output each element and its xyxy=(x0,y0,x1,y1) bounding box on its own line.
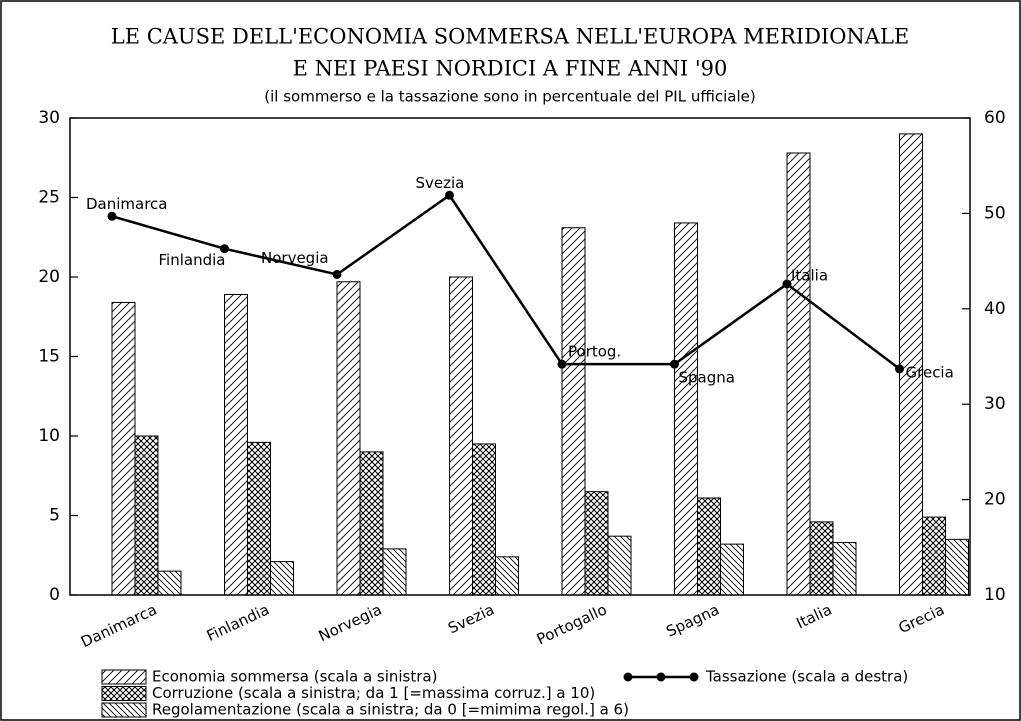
x-tick-label: Finlandia xyxy=(204,600,272,645)
point-label: Svezia xyxy=(416,174,465,192)
x-tick-label: Portogallo xyxy=(534,600,610,648)
point xyxy=(332,269,342,279)
bar xyxy=(674,222,698,596)
y2-tick-label: 20 xyxy=(984,490,1006,510)
point-label: Norvegia xyxy=(261,249,329,267)
y2-tick-label: 40 xyxy=(984,299,1006,319)
y2-tick-label: 30 xyxy=(984,394,1006,414)
x-tick-label: Danimarca xyxy=(78,600,159,651)
bar xyxy=(247,441,271,596)
y-tick-label: 30 xyxy=(38,108,60,128)
bar xyxy=(720,543,744,596)
y-tick-label: 15 xyxy=(38,347,60,367)
point-label: Portog. xyxy=(568,343,621,361)
legend-point xyxy=(689,672,699,682)
plot-frame xyxy=(69,117,971,596)
y-tick-label: 25 xyxy=(38,188,60,208)
bar xyxy=(945,538,969,596)
bar xyxy=(561,227,586,596)
legend-label: Economia sommersa (scala a sinistra) xyxy=(152,668,437,686)
chart-subtitle: (il sommerso e la tassazione sono in per… xyxy=(264,88,755,106)
point xyxy=(445,190,454,200)
chart-title: LE CAUSE DELL'ECONOMIA SOMMERSA NELL'EUR… xyxy=(111,25,910,49)
bar xyxy=(134,435,159,596)
x-tick-label: Italia xyxy=(793,600,834,632)
point-label: Grecia xyxy=(906,363,954,381)
point-label: Italia xyxy=(791,266,828,284)
bar xyxy=(449,276,473,596)
y2-tick-label: 10 xyxy=(984,585,1006,605)
bar xyxy=(382,548,407,596)
x-tick-label: Norvegia xyxy=(316,600,385,645)
y-tick-label: 5 xyxy=(49,506,60,526)
bar xyxy=(472,443,496,596)
legend-label: Tassazione (scala a destra) xyxy=(705,668,908,686)
y-tick-label: 10 xyxy=(38,426,60,446)
point xyxy=(220,244,229,254)
point-label: Danimarca xyxy=(86,195,168,213)
legend-swatch xyxy=(101,686,147,701)
legend-point xyxy=(656,672,666,682)
y-tick-label: 20 xyxy=(38,267,60,287)
chart-title: E NEI PAESI NORDICI A FINE ANNI '90 xyxy=(293,57,728,81)
bar xyxy=(809,521,834,596)
y-tick-label: 0 xyxy=(49,585,60,605)
bar xyxy=(607,535,632,596)
legend-point xyxy=(623,672,633,682)
x-tick-label: Svezia xyxy=(445,600,497,637)
y2-tick-label: 60 xyxy=(984,108,1006,128)
point-label: Spagna xyxy=(679,369,735,387)
point xyxy=(107,211,117,221)
legend-swatch xyxy=(101,702,147,718)
x-tick-label: Grecia xyxy=(896,600,947,637)
bar xyxy=(270,561,294,596)
bar xyxy=(922,516,946,596)
legend-swatch xyxy=(101,669,147,685)
bar xyxy=(359,451,384,596)
x-tick-label: Spagna xyxy=(663,600,722,640)
bar xyxy=(786,152,811,596)
y2-tick-label: 50 xyxy=(984,203,1006,223)
bar xyxy=(832,542,857,596)
bar xyxy=(584,491,609,596)
legend-label: Corruzione (scala a sinistra; da 1 [=mas… xyxy=(152,684,595,702)
line xyxy=(111,193,901,370)
point-label: Finlandia xyxy=(159,251,226,269)
bar xyxy=(495,556,519,596)
point xyxy=(557,359,567,369)
bar xyxy=(336,281,361,596)
bar xyxy=(697,497,721,596)
bar xyxy=(224,293,248,596)
bar xyxy=(111,301,136,596)
legend-label: Regolamentazione (scala a sinistra; da 0… xyxy=(152,701,629,719)
point xyxy=(670,359,679,369)
point xyxy=(895,364,904,374)
point xyxy=(782,279,792,289)
bar xyxy=(157,570,182,596)
